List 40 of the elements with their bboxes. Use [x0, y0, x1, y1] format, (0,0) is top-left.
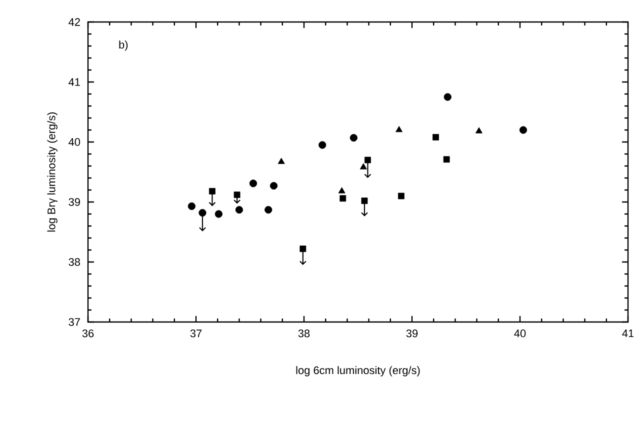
x-tick-label: 39 [406, 330, 418, 338]
point [432, 134, 439, 140]
point [318, 141, 326, 149]
point [300, 246, 306, 252]
point [519, 126, 528, 134]
x-tick-label: 37 [190, 330, 202, 338]
y-tick-label: 38 [68, 258, 80, 266]
point [364, 156, 371, 164]
point [360, 163, 367, 170]
point [270, 182, 278, 190]
x-tick-label: 36 [82, 330, 94, 338]
point [235, 206, 243, 214]
y-tick-label: 41 [68, 78, 80, 86]
x-tick-label: 40 [514, 330, 526, 338]
point [214, 210, 222, 218]
point [398, 192, 404, 200]
point [443, 156, 450, 163]
point [249, 180, 258, 188]
point [338, 187, 346, 194]
point [340, 195, 346, 202]
x-tick-label: 38 [298, 330, 310, 338]
y-tick-label: 40 [68, 138, 80, 146]
point [444, 93, 452, 101]
point [188, 202, 196, 210]
y-axis-title: log Brγ luminosity (erg/s) [47, 112, 58, 232]
x-axis-title: log 6cm luminosity (erg/s) [296, 366, 420, 376]
annotation: b) [119, 40, 128, 51]
point [396, 126, 403, 132]
point [234, 192, 240, 198]
y-tick-label: 42 [68, 18, 80, 26]
point [198, 209, 206, 217]
x-tick-label: 41 [622, 330, 634, 338]
point [209, 188, 216, 194]
point [264, 206, 272, 214]
point [361, 198, 368, 204]
y-tick-label: 39 [68, 198, 80, 206]
y-tick-label: 37 [68, 318, 80, 326]
point [475, 127, 482, 134]
point [350, 134, 358, 142]
point [278, 158, 285, 164]
